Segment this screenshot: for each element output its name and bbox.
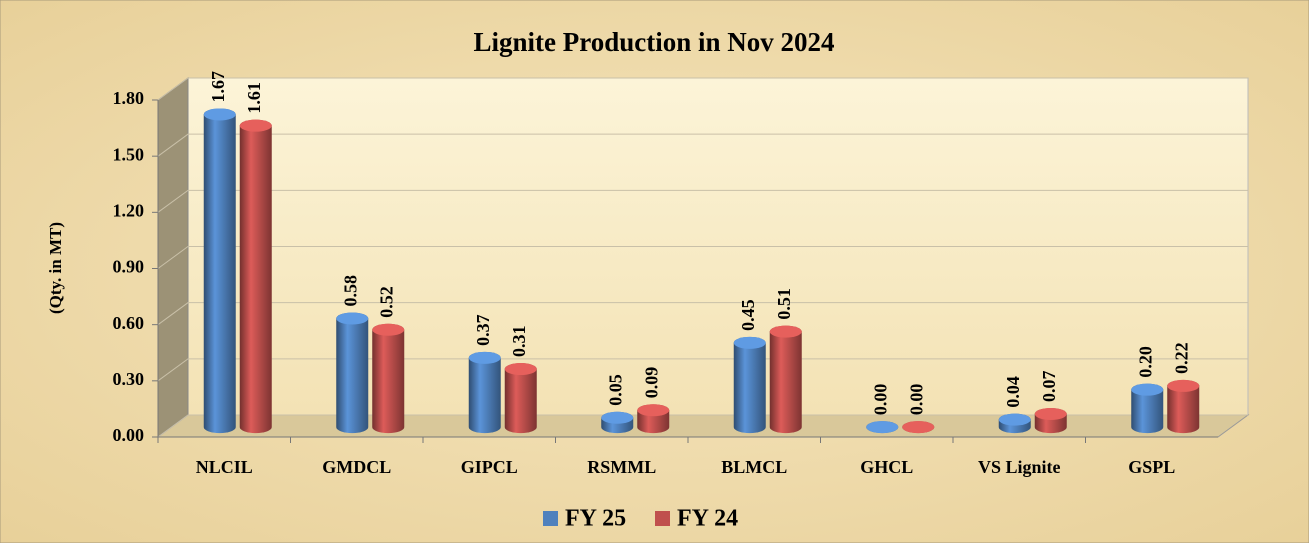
legend-label: FY 24 xyxy=(677,506,738,532)
legend-swatch xyxy=(543,511,558,526)
bar xyxy=(372,323,405,434)
y-tick-label: 0.60 xyxy=(113,313,145,333)
bar-top xyxy=(637,404,670,417)
grid-line xyxy=(157,189,1248,213)
bar xyxy=(733,336,766,434)
bar-top xyxy=(504,363,537,376)
bar-top xyxy=(1167,379,1200,392)
x-tick-label: RSMML xyxy=(587,457,656,477)
bar xyxy=(1131,383,1164,434)
y-tick-label: 1.20 xyxy=(113,200,145,220)
x-tick-label: GMDCL xyxy=(322,457,391,477)
data-label: 0.04 xyxy=(1003,376,1023,408)
chart-title: Lignite Production in Nov 2024 xyxy=(473,27,834,57)
bar xyxy=(769,325,802,434)
data-label: 0.07 xyxy=(1039,370,1059,402)
data-label: 0.51 xyxy=(774,288,794,320)
grid-line xyxy=(157,414,1248,438)
data-label: 0.05 xyxy=(605,374,625,406)
bar-top xyxy=(239,119,272,132)
data-label: 0.09 xyxy=(641,367,661,399)
bar xyxy=(203,108,236,434)
bar xyxy=(336,312,369,434)
bar-top xyxy=(733,336,766,349)
x-tick-label: GIPCL xyxy=(461,457,518,477)
bar-top xyxy=(1131,383,1164,396)
data-label: 0.45 xyxy=(738,299,758,331)
bar-top xyxy=(998,413,1031,426)
x-tick-label: GSPL xyxy=(1128,457,1175,477)
x-tick-label: BLMCL xyxy=(721,457,787,477)
y-axis-title: (Qty. in MT) xyxy=(46,222,65,314)
floor xyxy=(156,414,1250,438)
data-label: 1.61 xyxy=(244,82,264,114)
data-label: 0.00 xyxy=(906,384,926,416)
legend-label: FY 25 xyxy=(565,506,626,532)
grid-line xyxy=(157,133,1248,157)
data-label: 1.67 xyxy=(208,71,228,103)
data-label: 0.52 xyxy=(376,286,396,318)
bar-top xyxy=(372,323,405,336)
data-label: 0.00 xyxy=(870,384,890,416)
bar xyxy=(1167,379,1200,434)
bar xyxy=(504,363,537,434)
bar-top xyxy=(866,421,899,434)
bar-top xyxy=(1034,407,1067,420)
y-tick-label: 1.80 xyxy=(113,88,145,108)
bar-top xyxy=(902,421,935,434)
data-label: 0.37 xyxy=(473,314,493,346)
bar-top xyxy=(468,351,501,364)
legend-swatch xyxy=(655,511,670,526)
y-tick-label: 1.50 xyxy=(113,144,145,164)
grid-line xyxy=(157,302,1248,326)
x-tick-label: NLCIL xyxy=(196,457,253,477)
y-tick-label: 0.30 xyxy=(113,369,145,389)
data-label: 0.58 xyxy=(340,275,360,307)
x-tick-label: GHCL xyxy=(860,457,913,477)
bar-top xyxy=(769,325,802,338)
bar-top xyxy=(336,312,369,325)
y-tick-label: 0.90 xyxy=(113,257,145,277)
bar xyxy=(239,119,272,434)
grid-line xyxy=(157,358,1248,382)
bar-top xyxy=(203,108,236,121)
bar xyxy=(468,351,501,434)
grid-line xyxy=(157,246,1248,269)
data-label: 0.22 xyxy=(1171,342,1191,374)
grid-line xyxy=(157,77,1248,101)
y-tick-label: 0.00 xyxy=(113,425,145,445)
x-tick-label: VS Lignite xyxy=(978,457,1061,477)
data-label: 0.31 xyxy=(509,326,529,358)
data-label: 0.20 xyxy=(1135,346,1155,378)
bar-top xyxy=(601,411,634,424)
